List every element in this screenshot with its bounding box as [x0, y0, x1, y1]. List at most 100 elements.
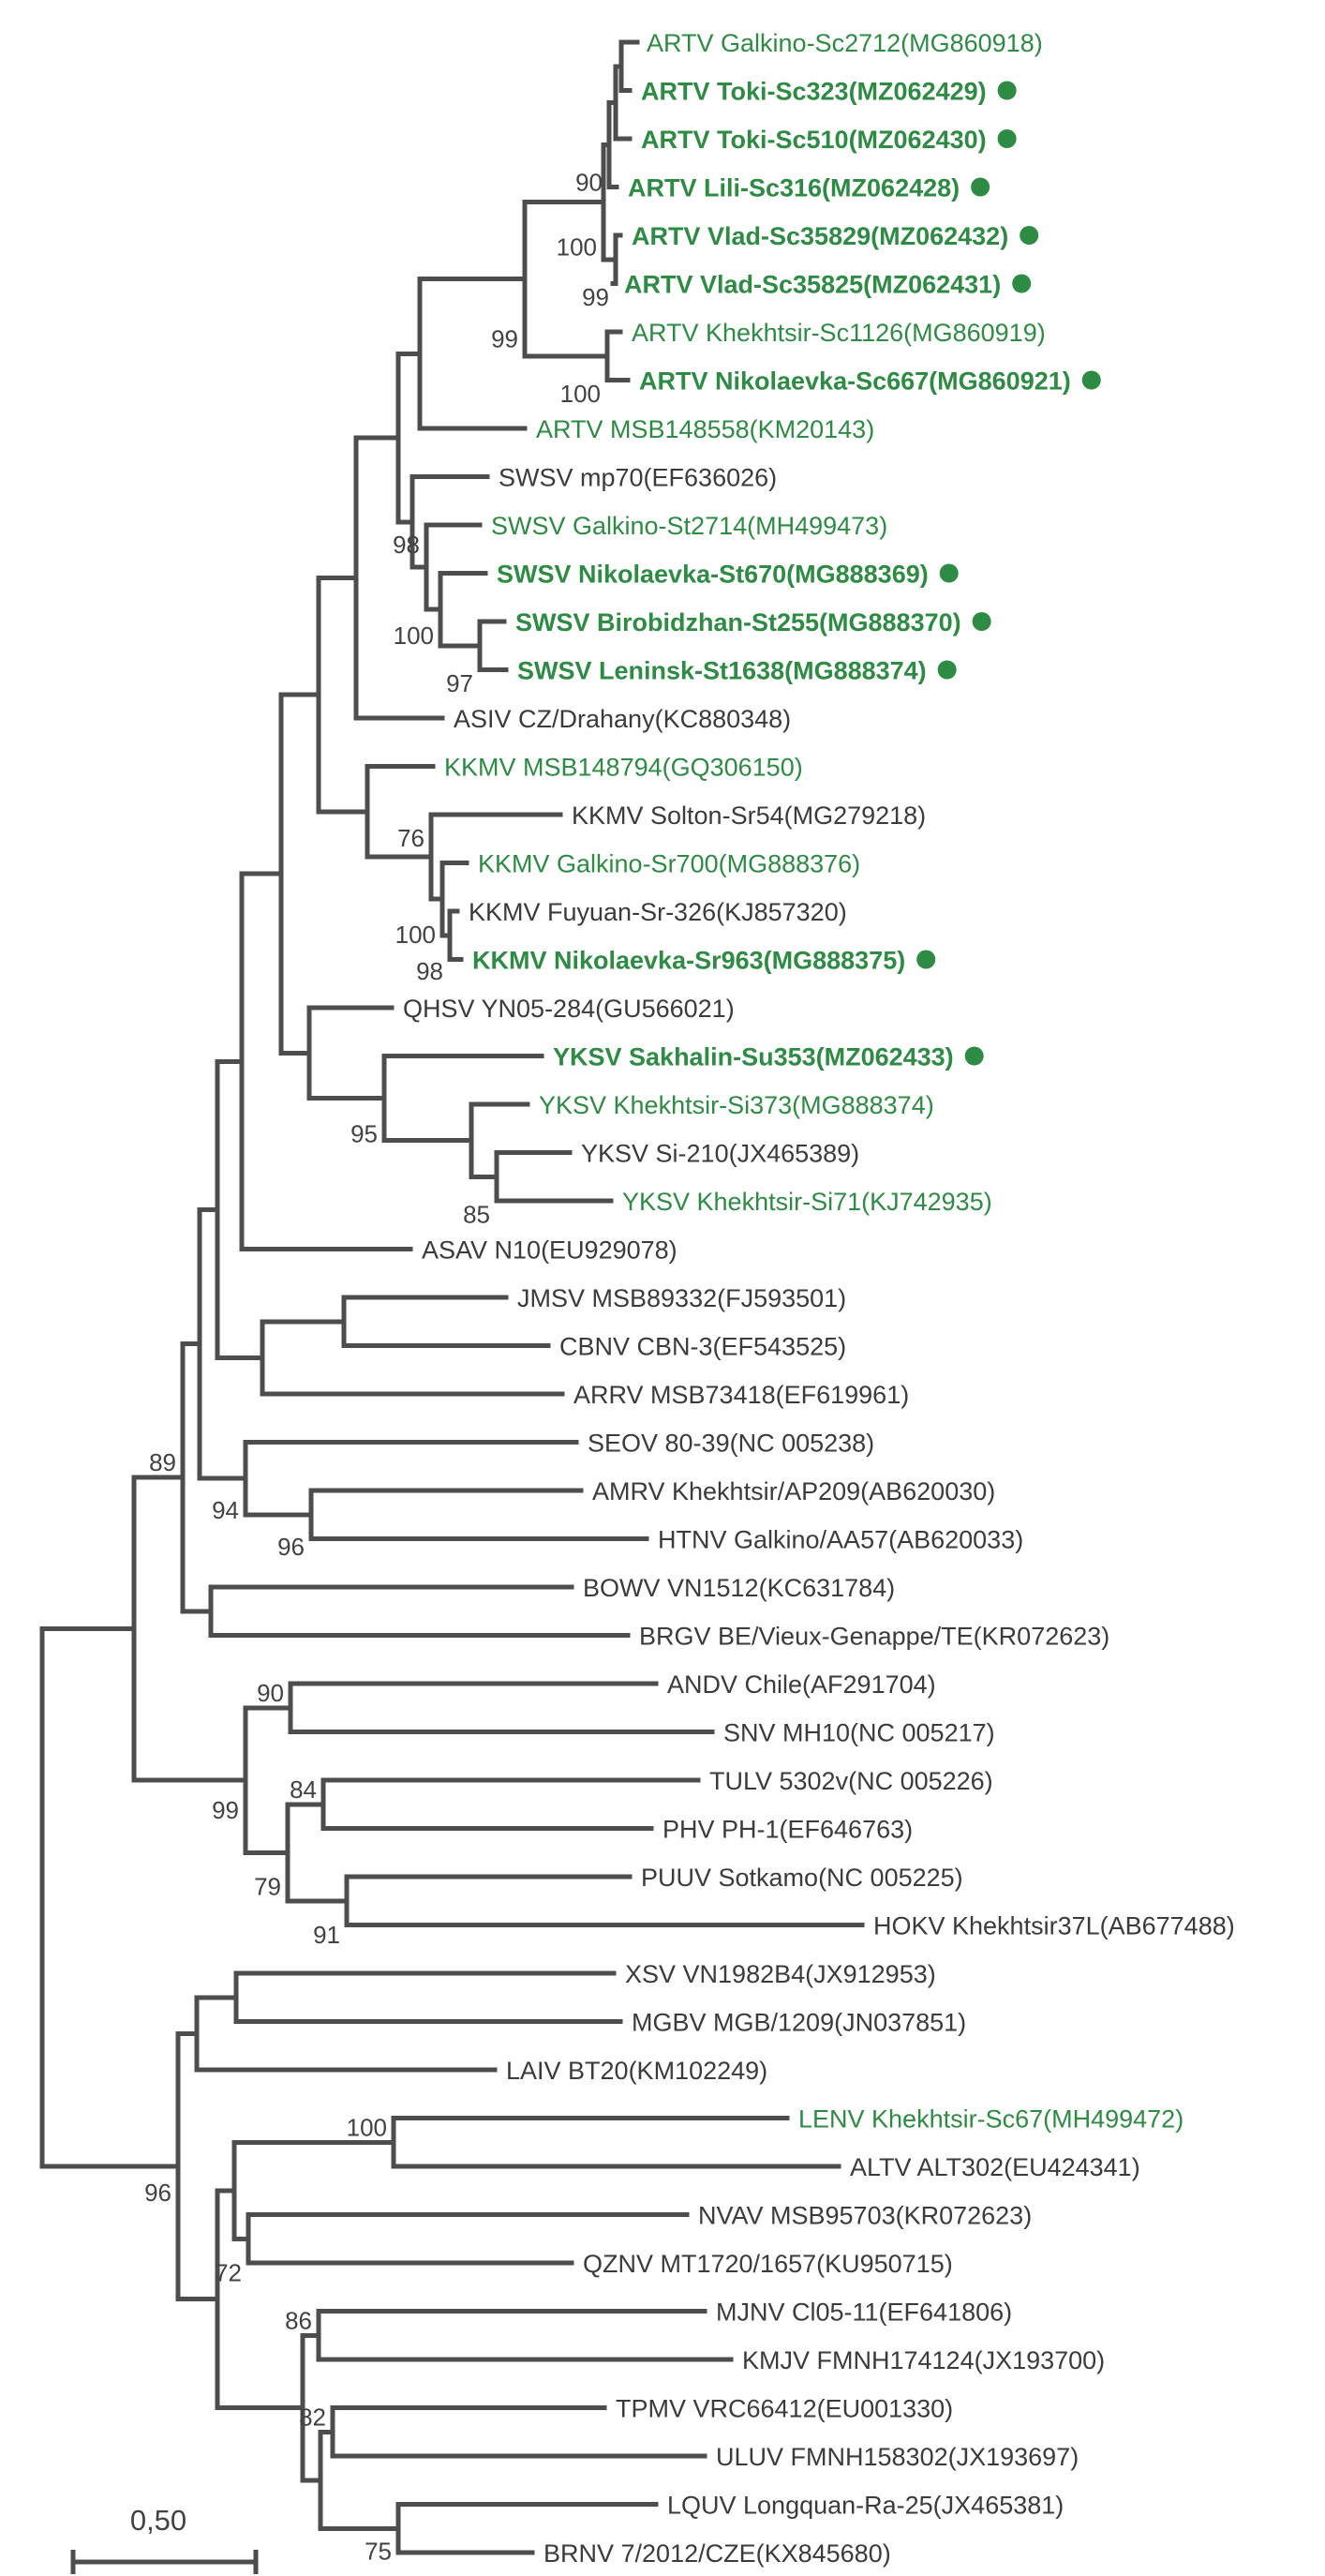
bootstrap-label: 82: [299, 2403, 326, 2431]
bootstrap-label: 76: [397, 824, 424, 852]
highlight-dot: [937, 660, 957, 680]
scale-bar-left-tick: [70, 2550, 76, 2574]
branch-horizontal: [381, 1138, 474, 1144]
branch-tip: [330, 2453, 707, 2459]
leaf-label: LENV Khekhtsir-Sc67(MH499472): [798, 2105, 1184, 2134]
branch-vertical: [604, 329, 610, 382]
branch-tip: [353, 715, 445, 721]
branch-horizontal: [395, 519, 415, 525]
branch-vertical: [320, 1777, 326, 1831]
branch-horizontal: [197, 1206, 220, 1212]
leaf-label: MGBV MGB/1209(JN037851): [632, 2009, 966, 2037]
branch-vertical: [215, 2188, 220, 2410]
branch-tip: [391, 2164, 841, 2169]
branch-tip: [316, 2309, 707, 2314]
branch-tip: [306, 1005, 395, 1011]
leaf-label: ARTV MSB148558(KM20143): [536, 415, 874, 443]
leaf-label: YKSV Khekhtsir-Si373(MG888374): [539, 1091, 934, 1119]
branch-vertical: [447, 908, 453, 962]
branch-tip: [417, 426, 528, 431]
branch-vertical: [260, 1319, 265, 1397]
branch-tip: [208, 1584, 574, 1590]
branch-vertical: [175, 2030, 181, 2302]
branch-horizontal: [522, 200, 606, 205]
leaf-label: ARTV Toki-Sc323(MZ062429): [641, 78, 987, 106]
branch-vertical: [285, 1802, 290, 1904]
leaf-label: SWSV Galkino-St2714(MH499473): [491, 512, 887, 540]
branch-horizontal: [243, 1705, 293, 1711]
highlight-dot: [971, 177, 990, 197]
branch-horizontal: [175, 2030, 200, 2036]
branch-tip: [604, 329, 623, 335]
branch-vertical: [438, 571, 443, 649]
bootstrap-label: 100: [347, 2113, 387, 2141]
branch-tip: [341, 1295, 509, 1300]
bootstrap-label: 100: [557, 233, 597, 262]
branch-horizontal: [606, 99, 618, 105]
leaf-label: KKMV Solton-Sr54(MG279218): [572, 801, 926, 830]
branch-tip: [341, 1343, 551, 1348]
branch-horizontal: [395, 351, 423, 356]
scale-bar-line: [73, 2559, 256, 2565]
branch-vertical: [381, 1054, 387, 1144]
branch-vertical: [288, 1681, 293, 1734]
bootstrap-label: 91: [313, 1921, 340, 1949]
branch-tip: [395, 2550, 535, 2555]
branch-tip: [439, 861, 469, 865]
branch-tip: [469, 1101, 530, 1107]
highlight-dot: [1012, 274, 1032, 293]
branch-tip: [308, 1488, 584, 1493]
branch-tip: [424, 522, 483, 528]
branch-horizontal: [231, 2139, 396, 2145]
branch-tip: [246, 2260, 574, 2266]
bootstrap-label: 98: [416, 957, 443, 985]
branch-tip: [610, 281, 618, 286]
branch-vertical: [494, 1150, 499, 1204]
branch-vertical: [330, 2405, 335, 2459]
branch-tip: [330, 2405, 607, 2410]
leaf-label: PUUV Sotkamo(NC 005225): [641, 1864, 963, 1892]
branch-vertical: [391, 2116, 396, 2169]
branch-tip: [239, 1247, 413, 1251]
branch-tip: [208, 1633, 631, 1638]
branch-tip: [381, 1054, 544, 1058]
branch-horizontal: [215, 1355, 265, 1360]
leaf-label: ULUV FMNH158302(JX193697): [716, 2443, 1079, 2471]
bootstrap-label: 100: [395, 921, 436, 949]
bootstrap-label: 79: [254, 1872, 281, 1900]
branch-tip: [604, 378, 631, 382]
branch-horizontal: [260, 1319, 347, 1325]
leaf-label: SWSV Birobidzhan-St255(MG888370): [515, 608, 961, 637]
leaf-label: BRNV 7/2012/CZE(KX845680): [543, 2539, 891, 2568]
leaf-label: LQUV Longquan-Ra-25(JX465381): [667, 2492, 1064, 2520]
branch-tip: [395, 2502, 659, 2507]
branch-horizontal: [318, 2429, 335, 2434]
branch-tip: [344, 1923, 865, 1927]
scale-bar-label: 0,50: [130, 2504, 186, 2537]
branch-vertical: [300, 2332, 305, 2483]
branch-horizontal: [306, 1096, 387, 1101]
branch-vertical: [344, 1874, 350, 1927]
branch-tip: [477, 619, 507, 624]
branch-vertical: [417, 277, 423, 431]
branch-vertical: [39, 1626, 45, 2169]
leaf-label: ARTV Nikolaevka-Sc667(MG860921): [639, 367, 1071, 396]
branch-horizontal: [131, 1475, 186, 1480]
bootstrap-label: 99: [491, 325, 518, 353]
tree-labels: ARTV Galkino-Sc2712(MG860918) ARTV Toki-S…: [144, 29, 1235, 2568]
leaf-label: KMJV FMNH174124(JX193700): [742, 2346, 1105, 2374]
leaf-label: SWSV Nikolaevka-St670(MG888369): [497, 561, 929, 589]
branch-horizontal: [131, 1777, 248, 1783]
branch-tip: [260, 1391, 565, 1397]
branch-tip: [613, 232, 623, 238]
branch-horizontal: [285, 1898, 350, 1904]
branch-vertical: [197, 1206, 202, 1481]
branch-vertical: [243, 1705, 248, 1855]
leaf-label: KKMV Galkino-Sr700(MG888376): [478, 850, 860, 878]
branch-vertical: [353, 435, 359, 721]
leaf-label: ARRV MSB73418(EF619961): [573, 1381, 909, 1409]
leaf-label: JMSV MSB89332(FJ593501): [517, 1284, 846, 1312]
branch-vertical: [215, 1058, 220, 1360]
highlight-dot: [916, 950, 936, 969]
